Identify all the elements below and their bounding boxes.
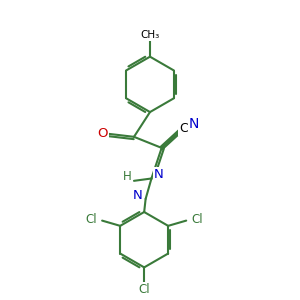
Text: Cl: Cl: [138, 283, 150, 296]
Text: N: N: [154, 168, 164, 181]
Text: N: N: [133, 189, 142, 202]
Text: N: N: [189, 117, 200, 131]
Text: Cl: Cl: [85, 213, 97, 226]
Text: C: C: [179, 122, 188, 136]
Text: CH₃: CH₃: [140, 30, 160, 40]
Text: H: H: [123, 170, 132, 183]
Text: Cl: Cl: [191, 213, 203, 226]
Text: O: O: [98, 128, 108, 140]
